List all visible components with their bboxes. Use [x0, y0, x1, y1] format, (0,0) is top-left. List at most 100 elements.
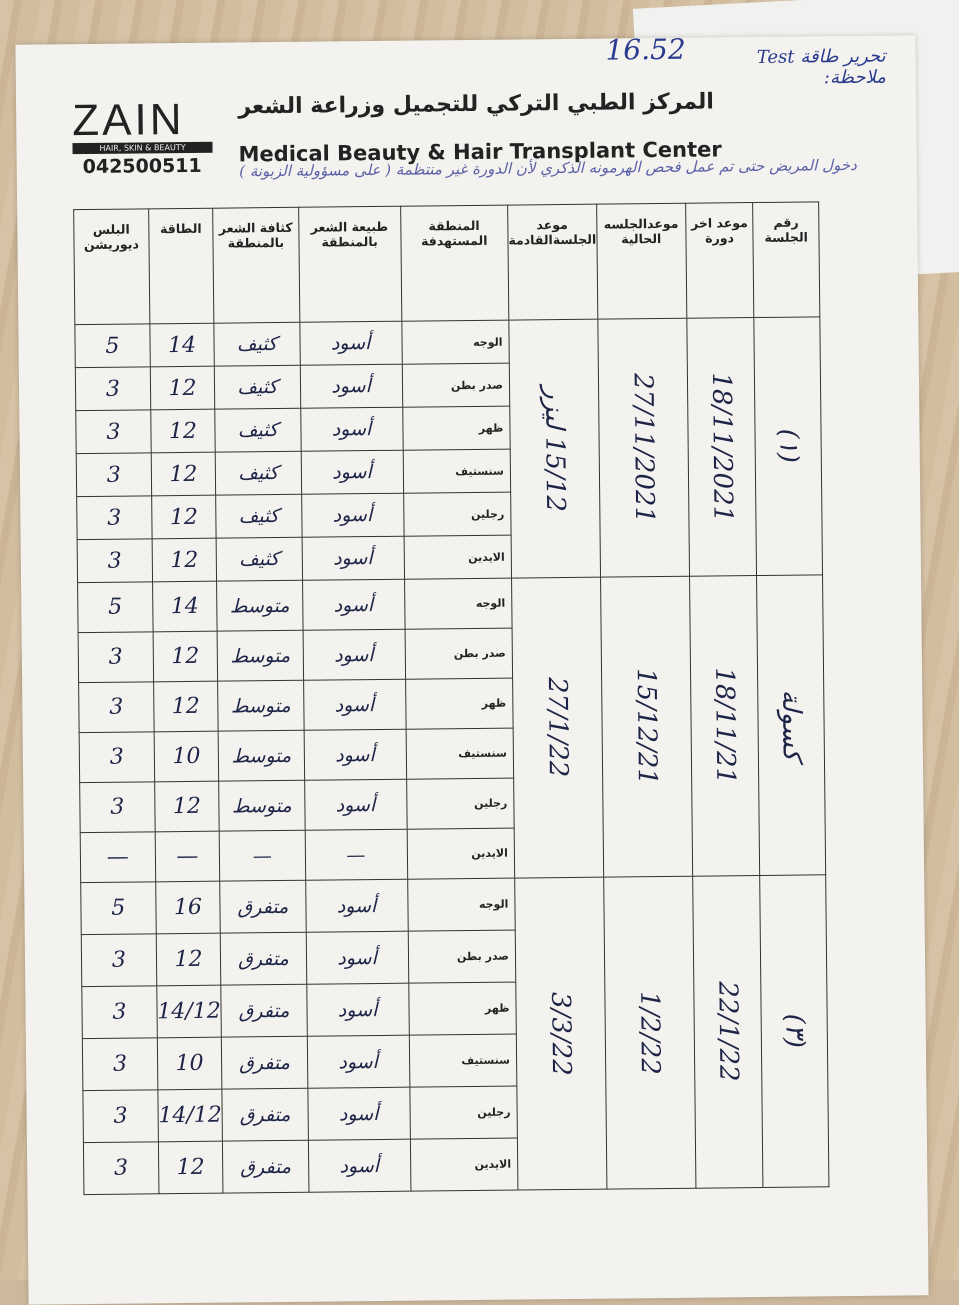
next-session-date: 3/3/22	[514, 877, 607, 1191]
energy: 12	[150, 409, 216, 453]
pulse-duration: 3	[78, 631, 154, 683]
hair-density: متفرق	[220, 932, 307, 986]
hair-density: متفرق	[221, 1036, 308, 1090]
hair-nature: أسود	[302, 579, 405, 631]
pulse-duration: 3	[76, 452, 152, 497]
sessions-table: رقم الجلسة موعد اخر دورة موعدالجلسه الحالي…	[73, 201, 829, 1195]
hair-nature: أسود	[300, 407, 403, 452]
hair-nature: أسود	[307, 1139, 411, 1193]
target-area: رجلين	[403, 492, 511, 537]
column-header: رقم الجلسة	[753, 201, 820, 318]
energy: 16	[155, 881, 221, 934]
column-header: المنطقة المستهدفة	[400, 205, 509, 322]
pulse-duration: 5	[77, 581, 153, 633]
pulse-duration: 3	[81, 933, 157, 987]
last-cycle-date: 18/11/2021	[686, 317, 757, 577]
target-area: سنستيف	[408, 1034, 517, 1088]
current-session-date: 27/11/2021	[597, 318, 690, 578]
hair-nature: أسود	[299, 364, 403, 409]
title-arabic: المركز الطبي التركي للتجميل وزراعة الشعر	[238, 89, 715, 120]
hair-density: متوسط	[218, 780, 305, 832]
energy: 12	[151, 538, 217, 582]
session-number: كسولة	[756, 574, 826, 876]
pulse-duration: 3	[75, 409, 152, 454]
target-area: الايدين	[403, 535, 512, 580]
hair-nature: أسود	[299, 321, 402, 366]
handwritten-side-note: تحرير طاقة Test ملاحظة:	[756, 45, 886, 89]
target-area: رجلين	[406, 778, 515, 830]
hair-density: كثيف	[214, 322, 300, 367]
hair-nature: أسود	[302, 629, 406, 681]
target-area: سنستيف	[402, 449, 511, 494]
pulse-duration: —	[80, 831, 156, 883]
hair-density: كثيف	[214, 408, 301, 453]
energy: 12	[151, 452, 216, 496]
energy: 14/12	[156, 985, 222, 1038]
target-area: ظهر	[408, 982, 517, 1036]
handwritten-number: 16.52	[605, 32, 686, 67]
target-area: صدر بطن	[407, 930, 516, 984]
session-number: (٣)	[760, 874, 829, 1188]
next-session-date: 15/12 ليزر	[508, 319, 601, 579]
pulse-duration: 3	[82, 1037, 158, 1091]
energy: 12	[156, 933, 221, 986]
last-cycle-date: 22/1/22	[692, 875, 764, 1189]
target-area: الايدين	[406, 828, 515, 880]
column-header: الطاقة	[148, 208, 215, 324]
next-session-date: 27/1/22	[511, 577, 604, 879]
pulse-duration: 3	[75, 366, 151, 411]
session-number: (١)	[754, 316, 823, 576]
hair-nature: أسود	[300, 450, 404, 495]
energy: 12	[150, 366, 215, 410]
hair-density: كثيف	[216, 537, 303, 582]
hair-nature: أسود	[306, 1035, 410, 1089]
logo: ZAIN HAIR, SKIN & BEAUTY	[72, 95, 213, 155]
energy: 14/12	[157, 1089, 223, 1142]
pulse-duration: 3	[81, 985, 158, 1039]
pulse-duration: 3	[79, 731, 155, 783]
form-sheet: ZAIN HAIR, SKIN & BEAUTY 042500511 المرك…	[15, 32, 929, 1305]
column-header: طبيعة الشعر بالمنطقة	[298, 206, 402, 323]
last-cycle-date: 18/11/21	[689, 575, 761, 877]
hair-density: متفرق	[222, 1140, 309, 1194]
energy: 12	[153, 681, 219, 732]
hair-nature: أسود	[305, 879, 408, 933]
target-area: ظهر	[402, 406, 511, 451]
pulse-duration: 5	[80, 881, 157, 935]
column-header: موعد اخر دورة	[685, 202, 755, 319]
hair-nature: أسود	[307, 1087, 410, 1141]
hair-density: متفرق	[220, 984, 307, 1038]
hair-nature: —	[304, 829, 408, 881]
target-area: سنستيف	[405, 728, 514, 780]
target-area: الوجه	[404, 578, 512, 630]
column-header: موعدالجلسه الحالية	[596, 203, 687, 320]
pulse-duration: 3	[79, 781, 155, 833]
target-area: الوجه	[401, 320, 510, 365]
hair-nature: أسود	[305, 931, 409, 985]
target-area: صدر بطن	[404, 628, 513, 680]
energy: 12	[154, 781, 220, 832]
hair-density: متفرق	[222, 1088, 308, 1142]
table-row: كسولة 18/11/21 15/12/21 27/1/22 الوجه أسود متو…	[77, 574, 826, 879]
target-area: صدر بطن	[401, 363, 510, 408]
pulse-duration: 3	[77, 538, 153, 583]
hair-density: متفرق	[219, 880, 306, 934]
hair-density: متوسط	[217, 630, 304, 682]
pulse-duration: 3	[78, 681, 154, 733]
target-area: الايدين	[409, 1138, 518, 1192]
hair-nature: أسود	[306, 983, 409, 1037]
hair-density: كثيف	[215, 494, 302, 539]
hair-density: متوسط	[216, 580, 303, 632]
column-header: موعد الجلسةالقادمة	[507, 204, 598, 321]
hair-nature: أسود	[304, 779, 407, 831]
hair-density: متوسط	[217, 680, 304, 732]
hair-nature: أسود	[301, 493, 404, 538]
pulse-duration: 5	[74, 323, 151, 368]
energy: 12	[152, 631, 218, 682]
table-row: (٣) 22/1/22 1/2/22 3/3/22 الوجه أسود متفرق 16 5	[80, 874, 829, 1191]
hair-nature: أسود	[301, 536, 405, 581]
energy: 10	[157, 1037, 223, 1090]
hair-nature: أسود	[303, 729, 407, 781]
hair-nature: أسود	[303, 679, 406, 731]
hair-density: متوسط	[218, 730, 305, 782]
